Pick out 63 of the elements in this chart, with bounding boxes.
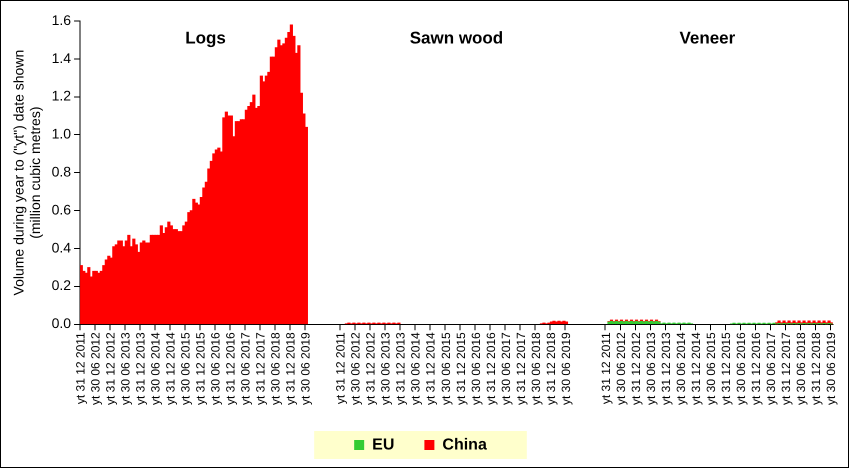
y-tick-label: 0.4 [52, 239, 72, 256]
y-tick-label: 0.8 [52, 163, 72, 180]
x-tick-label: yt 31 12 2015 [454, 332, 468, 406]
x-tick-label: yt 30 06 2019 [298, 332, 313, 406]
x-tick-label: yt 31 12 2013 [394, 332, 408, 406]
y-tick-label: 1.4 [52, 50, 72, 66]
x-tick-label: yt 30 06 2013 [118, 332, 133, 406]
x-tick-label: yt 31 12 2016 [224, 332, 238, 406]
x-tick-label: yt 31 12 2017 [254, 332, 268, 406]
x-tick-label: yt 31 12 2014 [164, 332, 178, 406]
x-tick-label: yt 31 12 2013 [658, 332, 673, 406]
x-tick-label: yt 31 12 2018 [808, 332, 823, 406]
x-tick-label: yt 30 06 2017 [498, 332, 513, 406]
legend-label: EU [372, 436, 394, 454]
x-tick-label: yt 30 06 2018 [794, 332, 808, 406]
legend-label: China [442, 436, 487, 454]
x-tick-label: yt 30 06 2012 [88, 332, 103, 406]
x-tick-label: yt 30 06 2018 [268, 332, 283, 406]
y-tick-label: 0.6 [52, 201, 72, 218]
x-tick-label: yt 30 06 2014 [148, 332, 163, 406]
x-tick-label: yt 31 12 2017 [778, 332, 793, 406]
x-tick-label: yt 30 06 2016 [734, 332, 748, 406]
x-tick-label: yt 31 12 2018 [544, 332, 558, 406]
x-tick-label: yt 30 06 2013 [644, 332, 658, 406]
y-tick-label: 0.2 [52, 277, 72, 294]
x-tick-label: yt 31 12 2011 [598, 332, 613, 404]
x-tick-label: yt 31 12 2012 [104, 332, 118, 406]
x-tick-label: yt 30 06 2016 [208, 332, 223, 406]
annotation: Logs [185, 28, 226, 48]
x-tick-label: yt 31 12 2011 [334, 332, 348, 404]
x-tick-label: yt 30 06 2019 [824, 332, 838, 406]
y-tick-label: 1.6 [52, 12, 72, 28]
x-tick-label: yt 30 06 2015 [704, 332, 718, 406]
x-tick-label: yt 30 06 2019 [558, 332, 573, 406]
x-tick-label: yt 31 12 2014 [424, 332, 438, 406]
x-tick-label: yt 31 12 2013 [134, 332, 148, 406]
x-tick-label: yt 30 06 2014 [674, 332, 688, 406]
x-tick-label: yt 31 12 2016 [484, 332, 498, 406]
x-tick-label: yt 31 12 2015 [194, 332, 208, 406]
x-tick-label: yt 31 12 2012 [628, 332, 643, 406]
y-axis-title: Volume during year to ("yt") date shown (million cubic metres) [10, 50, 44, 296]
annotation: Sawn wood [410, 28, 504, 48]
y-tick-label: 1.2 [52, 88, 72, 104]
x-tick-label: yt 31 12 2011 [74, 332, 88, 404]
x-tick-label: yt 30 06 2018 [528, 332, 543, 406]
x-tick-label: yt 30 06 2012 [348, 332, 363, 406]
x-tick-label: yt 30 06 2017 [764, 332, 778, 406]
x-tick-label: yt 30 06 2015 [438, 332, 453, 406]
x-tick-label: yt 30 06 2013 [378, 332, 393, 406]
x-tick-label: yt 31 12 2012 [364, 332, 378, 406]
y-tick-label: 1.0 [52, 126, 72, 142]
x-tick-label: yt 31 12 2017 [514, 332, 528, 406]
x-tick-label: yt 31 12 2018 [284, 332, 298, 406]
y-tick-label: 0.0 [52, 315, 72, 332]
x-tick-label: yt 30 06 2015 [178, 332, 193, 406]
x-tick-label: yt 31 12 2014 [688, 332, 703, 406]
x-tick-label: yt 30 06 2014 [408, 332, 423, 406]
x-tick-label: yt 30 06 2012 [614, 332, 628, 406]
x-tick-label: yt 30 06 2016 [468, 332, 483, 406]
annotation: Veneer [679, 28, 736, 48]
x-tick-label: yt 30 06 2017 [238, 332, 253, 406]
x-tick-label: yt 31 12 2016 [748, 332, 763, 406]
x-tick-label: yt 31 12 2015 [718, 332, 733, 406]
